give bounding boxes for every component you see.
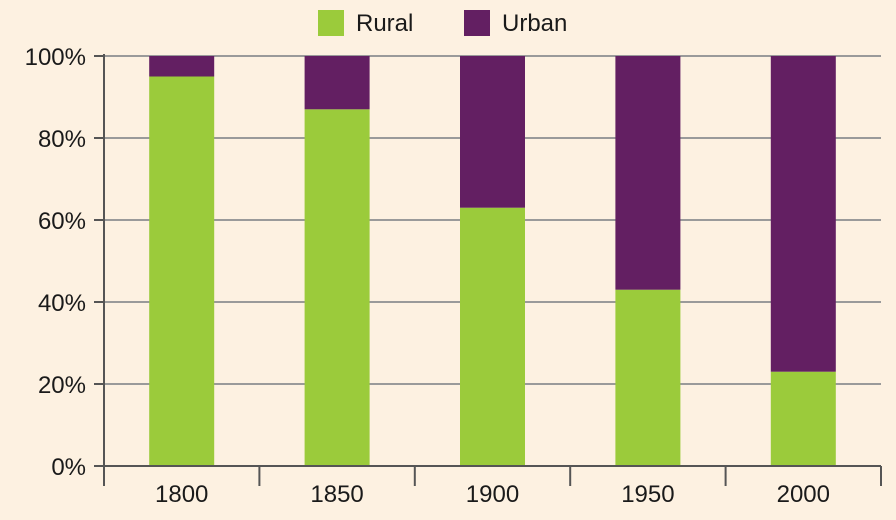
bar-rural-1850	[304, 109, 370, 467]
bars	[149, 56, 836, 467]
legend-swatch-rural	[318, 10, 344, 36]
y-tick-label: 0%	[51, 454, 86, 481]
bar-urban-1850	[304, 56, 370, 110]
bar-rural-1900	[460, 207, 525, 466]
bar-urban-1900	[460, 56, 525, 208]
x-tick-labels: 1800 1850 1900 1950 2000	[155, 481, 830, 508]
bar-urban-1800	[149, 56, 215, 77]
bar-urban-2000	[770, 56, 836, 372]
y-tick-labels: 0% 20% 40% 60% 80% 100%	[25, 44, 86, 481]
axes	[94, 54, 882, 486]
legend-swatch-urban	[464, 10, 490, 36]
y-tick-label: 20%	[38, 372, 86, 399]
bar-rural-2000	[770, 371, 836, 466]
x-tick-label: 1900	[466, 481, 519, 508]
bar-urban-1950	[615, 56, 681, 290]
y-tick-label: 80%	[38, 126, 86, 153]
bar-rural-1800	[149, 76, 215, 466]
y-tick-label: 40%	[38, 290, 86, 317]
bar-rural-1950	[615, 289, 681, 466]
y-tick-label: 60%	[38, 208, 86, 235]
legend-label-urban: Urban	[502, 10, 567, 37]
legend-label-rural: Rural	[356, 10, 413, 37]
x-tick-label: 1800	[155, 481, 208, 508]
legend: Rural Urban	[318, 10, 567, 37]
x-tick-label: 2000	[777, 481, 830, 508]
x-tick-label: 1950	[621, 481, 674, 508]
x-tick-label: 1850	[310, 481, 363, 508]
y-tick-label: 100%	[25, 44, 86, 71]
